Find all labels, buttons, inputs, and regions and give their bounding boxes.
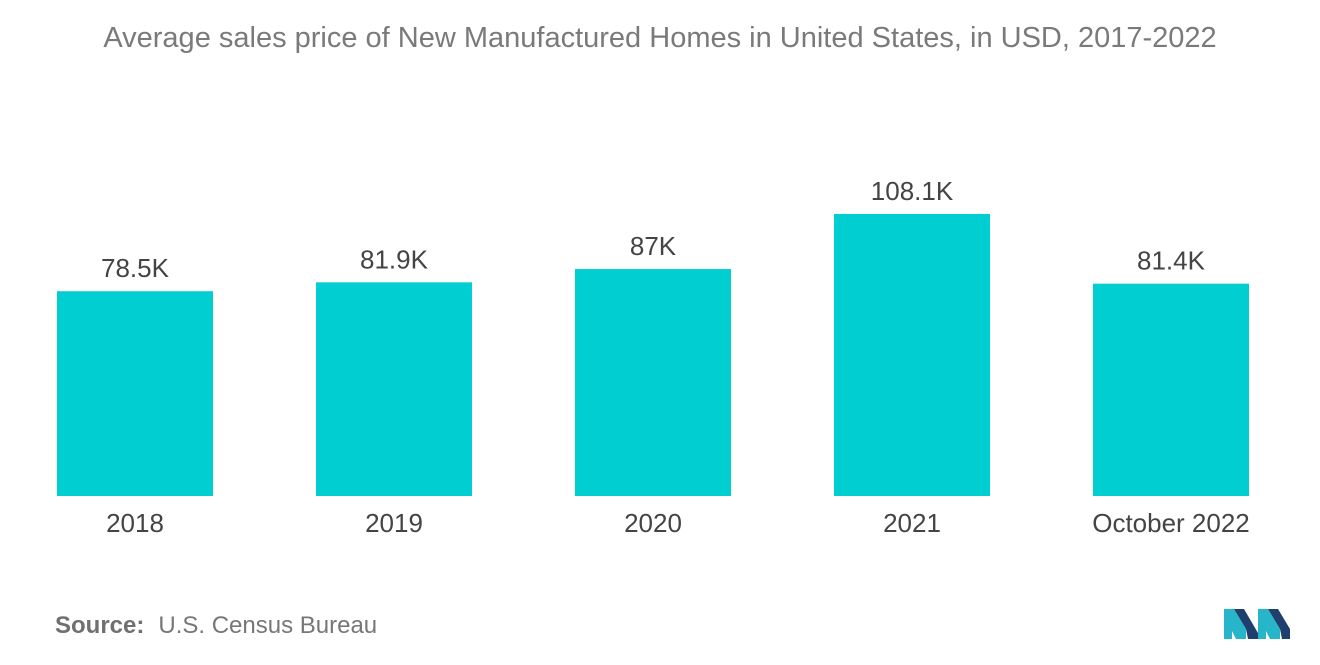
data-label: 87K: [630, 231, 677, 261]
bar-october-2022: [1093, 283, 1249, 496]
x-tick-label: 2021: [883, 508, 941, 538]
data-label: 78.5K: [101, 253, 170, 283]
bar-2018: [57, 291, 213, 496]
x-tick-label: October 2022: [1092, 508, 1250, 538]
x-tick-label: 2020: [624, 508, 682, 538]
bar-2019: [316, 282, 472, 496]
bar-chart: 78.5K 2018 81.9K 2019 87K 2020 108.1K 2021 81.4K…: [57, 176, 1250, 538]
source-note: Source: U.S. Census Bureau: [55, 612, 377, 640]
source-text: U.S. Census Bureau: [158, 612, 378, 639]
mordor-intelligence-logo-icon: [1224, 609, 1290, 639]
data-label: 108.1K: [871, 176, 954, 206]
bar-2020: [575, 269, 731, 496]
chart-title: Average sales price of New Manufactured …: [103, 22, 1217, 54]
source-label: Source:: [55, 612, 145, 639]
x-tick-label: 2018: [106, 508, 164, 538]
x-tick-label: 2019: [365, 508, 423, 538]
data-label: 81.9K: [360, 244, 429, 274]
data-label: 81.4K: [1137, 246, 1206, 276]
bar-2021: [834, 214, 990, 496]
